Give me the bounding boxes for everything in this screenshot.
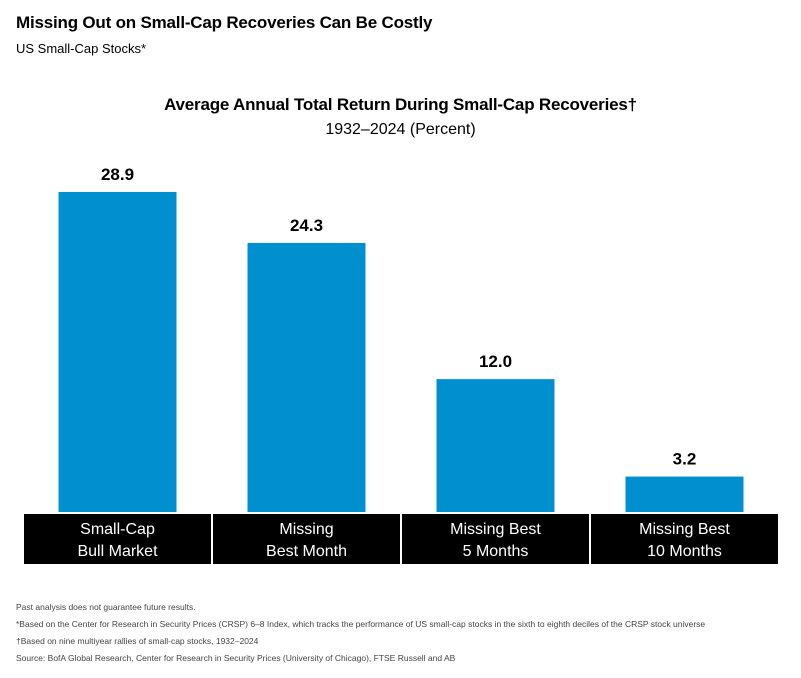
category-label-3-1: 10 Months bbox=[647, 543, 722, 560]
category-band-1 bbox=[213, 514, 400, 564]
category-label-1-1: Best Month bbox=[266, 543, 347, 560]
footnote-rallies: †Based on nine multiyear rallies of smal… bbox=[16, 636, 259, 646]
category-band-3 bbox=[591, 514, 778, 564]
footnote-source: Source: BofA Global Research, Center for… bbox=[16, 653, 456, 663]
category-label-2-1: 5 Months bbox=[463, 543, 529, 560]
value-label-0: 28.9 bbox=[101, 165, 134, 184]
value-label-1: 24.3 bbox=[290, 216, 323, 235]
bar-0 bbox=[58, 192, 177, 512]
header-title: Missing Out on Small-Cap Recoveries Can … bbox=[16, 13, 433, 32]
chart-title: Average Annual Total Return During Small… bbox=[164, 95, 637, 114]
category-label-3-0: Missing Best bbox=[639, 521, 730, 538]
value-label-2: 12.0 bbox=[479, 352, 512, 371]
category-label-0-1: Bull Market bbox=[77, 543, 158, 560]
category-band-0 bbox=[24, 514, 211, 564]
category-band-2 bbox=[402, 514, 589, 564]
footnotes: Past analysis does not guarantee future … bbox=[16, 599, 796, 667]
bar-1 bbox=[247, 242, 366, 512]
chart-subtitle: 1932–2024 (Percent) bbox=[325, 121, 476, 138]
category-label-1-0: Missing bbox=[279, 521, 333, 538]
bar-chart: 28.9 Small-Cap Bull Market 24.3 Missing Best … bbox=[24, 165, 778, 564]
footnote-crsp: *Based on the Center for Research in Sec… bbox=[16, 619, 706, 629]
bar-3 bbox=[625, 476, 744, 512]
value-label-3: 3.2 bbox=[673, 450, 697, 469]
category-label-0-0: Small-Cap bbox=[80, 521, 155, 538]
bar-2 bbox=[436, 379, 555, 512]
header-subtitle: US Small-Cap Stocks* bbox=[16, 41, 147, 56]
footnote-disclaimer: Past analysis does not guarantee future … bbox=[16, 602, 196, 612]
category-label-2-0: Missing Best bbox=[450, 521, 541, 538]
